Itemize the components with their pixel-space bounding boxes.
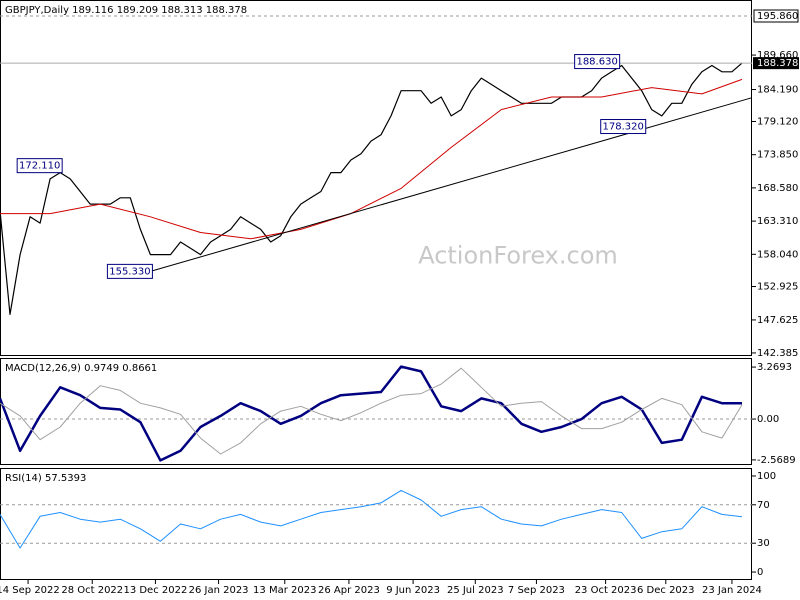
annotation-box [600,119,647,135]
last-price-label: 188.378 [757,58,798,69]
y-tick-label: 158.040 [757,249,798,260]
level-label: 195.860 [757,11,798,22]
y-tick-label: 168.580 [757,183,798,194]
annotation-box [16,158,63,174]
y-tick-label: 142.385 [757,348,798,359]
panel-title: RSI(14) 57.5393 [5,473,86,484]
series-line [0,489,743,549]
y-tick-label: 147.625 [757,315,798,326]
y-tick-label: 173.850 [757,150,798,161]
panel-title: GBPJPY,Daily 189.116 189.209 188.313 188… [5,5,247,16]
y-tick-label: 0.00 [757,414,779,425]
panel-title: MACD(12,26,9) 0.9749 0.8661 [5,363,157,374]
y-tick-label: 189.660 [757,50,798,61]
x-tick-label: 9 Jun 2023 [386,585,440,596]
y-tick-label: 70 [757,500,770,511]
annotation-label: 155.330 [109,266,150,277]
panel-frame [0,0,752,356]
series-line [0,365,742,462]
last-price-box [753,57,799,70]
y-tick-label: -2.5689 [757,455,796,466]
series-line [0,367,743,455]
y-tick-label: 100 [757,471,776,482]
annotation-label: 188.630 [576,57,617,68]
series-line [0,78,743,240]
series-line [150,97,753,272]
x-tick-label: 23 Jan 2024 [702,585,762,596]
y-tick-label: 0 [757,567,763,578]
x-tick-label: 26 Jan 2023 [189,585,249,596]
y-tick-label: 163.310 [757,216,798,227]
x-tick-label: 23 Oct 2023 [575,585,637,596]
x-tick-label: 7 Sep 2023 [508,585,565,596]
x-tick-label: 28 Oct 2022 [61,585,123,596]
y-tick-label: 30 [757,538,770,549]
x-tick-label: 6 Dec 2023 [637,585,695,596]
x-tick-label: 14 Sep 2022 [0,585,60,596]
x-tick-label: 13 Mar 2023 [253,585,316,596]
annotation-box [574,54,621,70]
level-box [753,9,799,23]
y-tick-label: 184.190 [757,85,798,96]
y-tick-label: 179.120 [757,116,798,127]
panel-frame [0,468,752,580]
y-tick-label: 152.925 [757,282,798,293]
watermark: ActionForex.com [418,241,618,269]
y-tick-label: 3.2693 [757,362,792,373]
x-tick-label: 13 Dec 2022 [123,585,187,596]
x-tick-label: 25 Jul 2023 [447,585,504,596]
x-tick-label: 26 Apr 2023 [318,585,380,596]
annotation-label: 178.320 [603,122,644,133]
panel-frame [0,358,752,465]
annotation-box [106,263,153,279]
annotation-label: 172.110 [19,161,60,172]
